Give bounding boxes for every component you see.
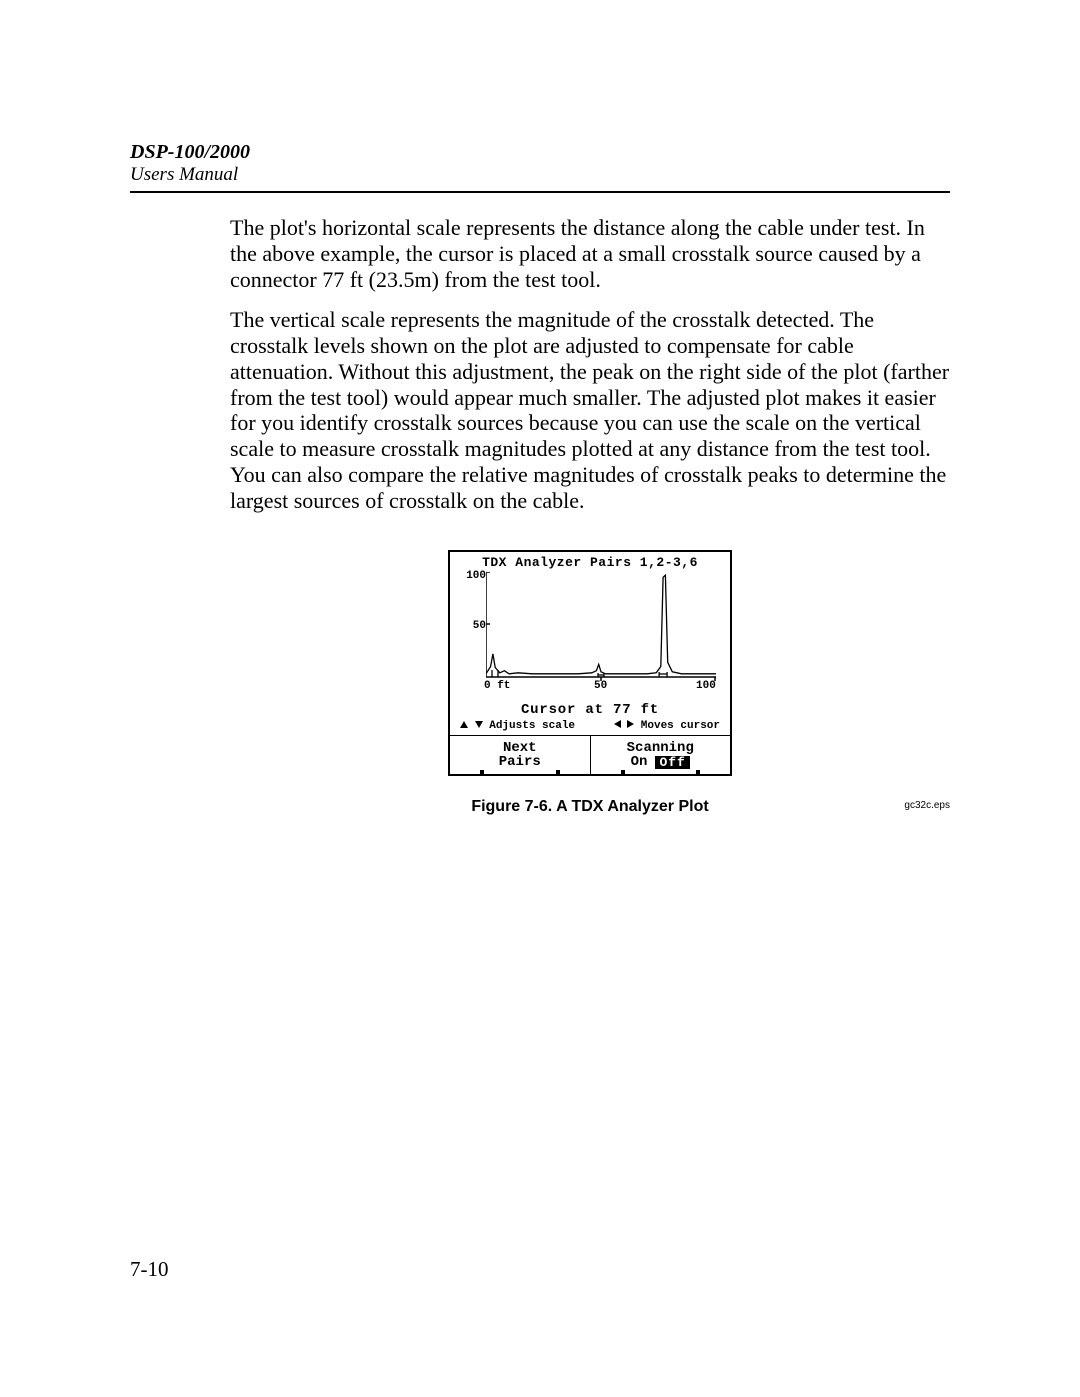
- page-header: DSP-100/2000 Users Manual: [130, 140, 950, 193]
- paragraph-1: The plot's horizontal scale represents t…: [230, 215, 950, 293]
- hint-moves-cursor: Moves cursor: [614, 720, 720, 732]
- tdx-plot: [486, 572, 716, 692]
- paragraph-2: The vertical scale represents the magnit…: [230, 307, 950, 515]
- header-title: DSP-100/2000: [130, 140, 950, 164]
- figure-wrap: TDX Analyzer Pairs 1,2-3,6 100 50: [230, 550, 950, 816]
- plot-area: 100 50 0 ft 50: [462, 572, 718, 702]
- x-labels: 0 ft 50 100: [486, 680, 716, 696]
- y-tick-100: 100: [466, 570, 486, 582]
- softkey-tick-l1: [480, 770, 484, 776]
- triangle-left-icon: [614, 720, 621, 728]
- figure-caption: Figure 7-6. A TDX Analyzer Plot: [230, 798, 950, 816]
- hint-adjusts-scale: Adjusts scale: [460, 720, 575, 732]
- scanning-state-row: On Off: [631, 755, 690, 770]
- page: DSP-100/2000 Users Manual The plot's hor…: [0, 0, 1080, 1397]
- y-tick-50: 50: [473, 620, 486, 632]
- x-tick-0: 0 ft: [484, 680, 510, 692]
- page-number: 7-10: [130, 1257, 169, 1282]
- softkey-next-pairs[interactable]: Next Pairs: [450, 736, 591, 774]
- triangle-right-icon: [627, 720, 634, 728]
- off-label: Off: [655, 756, 689, 770]
- softkey-scanning[interactable]: Scanning On Off: [591, 736, 731, 774]
- lcd-hints: Adjusts scale Moves cursor: [450, 720, 730, 736]
- header-subtitle: Users Manual: [130, 164, 950, 187]
- triangle-down-icon: [475, 721, 483, 728]
- softkey-tick-r1: [621, 770, 625, 776]
- body-column: The plot's horizontal scale represents t…: [230, 215, 950, 816]
- x-tick-100: 100: [696, 680, 716, 692]
- trace-line: [486, 575, 716, 674]
- scanning-label: Scanning: [627, 741, 694, 756]
- next-label: Next: [503, 741, 537, 756]
- lcd-softkeys: Next Pairs Scanning On Off: [450, 736, 730, 774]
- lcd-title: TDX Analyzer Pairs 1,2-3,6: [450, 552, 730, 572]
- hint-right-text: Moves cursor: [641, 720, 720, 732]
- lcd-screen: TDX Analyzer Pairs 1,2-3,6 100 50: [448, 550, 732, 776]
- x-tick-50: 50: [594, 680, 607, 692]
- triangle-up-icon: [460, 721, 468, 728]
- on-label: On: [631, 755, 648, 770]
- softkey-tick-l2: [556, 770, 560, 776]
- hint-left-text: Adjusts scale: [489, 720, 575, 732]
- softkey-tick-r2: [696, 770, 700, 776]
- eps-filename: gc32c.eps: [904, 800, 950, 811]
- cursor-readout: Cursor at 77 ft: [450, 702, 730, 720]
- pairs-label: Pairs: [499, 755, 541, 770]
